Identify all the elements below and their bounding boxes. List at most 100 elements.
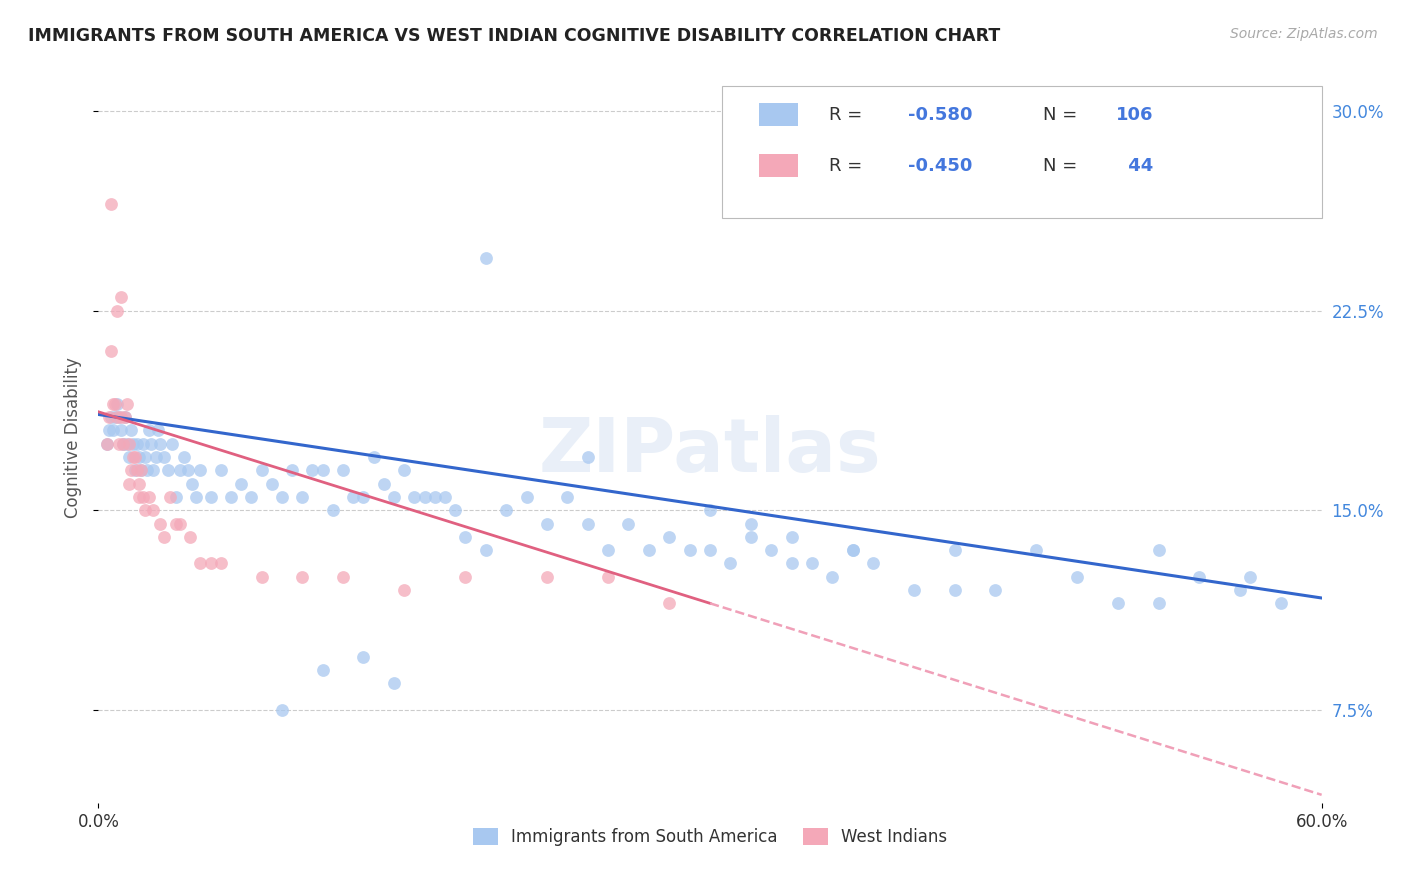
Point <box>142 503 165 517</box>
Point <box>352 490 374 504</box>
Point <box>841 543 863 558</box>
Point <box>270 703 294 717</box>
Point <box>159 490 181 504</box>
Point <box>555 490 579 504</box>
Point <box>145 450 167 464</box>
Point <box>209 557 232 571</box>
Point <box>101 397 124 411</box>
Point <box>392 463 416 477</box>
Point <box>780 557 803 571</box>
Text: N =: N = <box>1043 105 1083 123</box>
Point <box>136 463 159 477</box>
Point <box>943 582 966 597</box>
Point <box>188 557 212 571</box>
Point <box>100 343 122 358</box>
Point <box>100 197 122 211</box>
Point <box>1239 570 1261 584</box>
Point <box>122 436 145 450</box>
Point <box>110 290 132 304</box>
Point <box>114 410 136 425</box>
Point <box>342 490 364 504</box>
Point <box>699 503 721 517</box>
Point <box>474 251 498 265</box>
Point <box>120 463 142 477</box>
Point <box>124 450 146 464</box>
Text: R =: R = <box>828 157 868 175</box>
FancyBboxPatch shape <box>759 103 799 127</box>
Point <box>146 424 169 438</box>
Point <box>96 436 118 450</box>
Point <box>392 582 416 597</box>
Point <box>291 490 314 504</box>
Point <box>740 530 762 544</box>
Point <box>312 463 335 477</box>
Point <box>454 570 477 584</box>
Point <box>160 436 183 450</box>
Point <box>231 476 253 491</box>
Point <box>1147 596 1170 610</box>
Point <box>598 543 620 558</box>
Point <box>108 436 131 450</box>
Point <box>149 516 172 531</box>
Point <box>169 516 191 531</box>
Point <box>138 490 160 504</box>
Point <box>142 463 165 477</box>
Point <box>699 543 721 558</box>
Point <box>740 516 762 531</box>
Point <box>903 582 925 597</box>
Point <box>281 463 304 477</box>
Point <box>128 450 150 464</box>
Point <box>111 436 134 450</box>
Point <box>658 530 681 544</box>
Point <box>188 463 212 477</box>
Point <box>1107 596 1129 610</box>
Point <box>134 503 156 517</box>
Point <box>780 530 803 544</box>
Point <box>115 397 138 411</box>
Point <box>179 530 201 544</box>
Point <box>637 543 661 558</box>
Point <box>1147 543 1170 558</box>
Point <box>200 557 222 571</box>
Point <box>141 436 163 450</box>
Text: IMMIGRANTS FROM SOUTH AMERICA VS WEST INDIAN COGNITIVE DISABILITY CORRELATION CH: IMMIGRANTS FROM SOUTH AMERICA VS WEST IN… <box>28 27 1001 45</box>
Point <box>97 410 120 425</box>
Point <box>312 663 335 677</box>
FancyBboxPatch shape <box>723 86 1322 218</box>
Point <box>177 463 200 477</box>
Point <box>260 476 283 491</box>
Point <box>156 463 179 477</box>
Text: N =: N = <box>1043 157 1083 175</box>
Point <box>129 463 152 477</box>
Point <box>173 450 195 464</box>
Point <box>169 463 191 477</box>
Point <box>1066 570 1088 584</box>
Point <box>516 490 538 504</box>
Point <box>423 490 446 504</box>
Point <box>152 450 174 464</box>
Point <box>104 397 127 411</box>
Point <box>576 450 599 464</box>
Point <box>1270 596 1292 610</box>
Point <box>97 424 120 438</box>
Point <box>128 490 150 504</box>
Point <box>291 570 314 584</box>
Point <box>240 490 263 504</box>
Point <box>110 424 132 438</box>
FancyBboxPatch shape <box>759 154 799 178</box>
Point <box>536 516 558 531</box>
Point <box>598 570 620 584</box>
Point <box>363 450 385 464</box>
Point <box>576 516 599 531</box>
Point <box>943 543 966 558</box>
Point <box>118 476 141 491</box>
Point <box>165 516 187 531</box>
Point <box>984 582 1007 597</box>
Point <box>115 436 138 450</box>
Point <box>165 490 187 504</box>
Point <box>454 530 477 544</box>
Point <box>127 463 149 477</box>
Point <box>444 503 467 517</box>
Point <box>96 436 118 450</box>
Point <box>138 424 160 438</box>
